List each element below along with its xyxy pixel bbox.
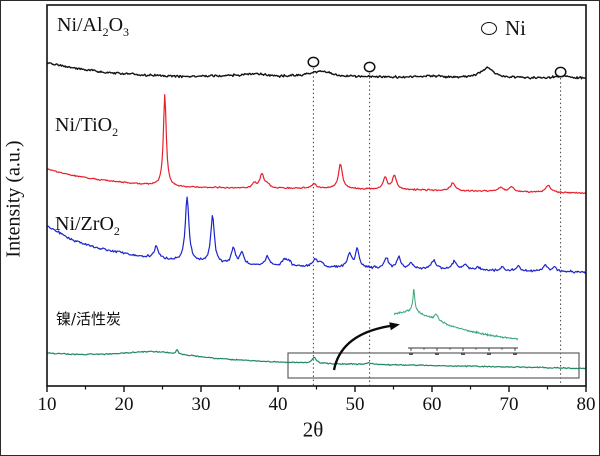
inset-tick-label — [487, 352, 491, 355]
xrd-curve-ni-tio2 — [46, 94, 587, 195]
inset-curve — [393, 288, 519, 341]
x-axis-title: 2θ — [302, 417, 324, 442]
x-tick-label: 50 — [346, 394, 365, 415]
inset-tick-label — [435, 352, 439, 355]
series-label-ni-tio2: Ni/TiO2 — [55, 114, 119, 139]
magnify-arrow — [332, 324, 391, 371]
x-tick-label: 10 — [38, 394, 57, 415]
x-tick-label: 80 — [577, 394, 596, 415]
ni-peak-marker-icon — [307, 56, 320, 68]
inset-tick-label — [461, 352, 465, 355]
x-tick-label: 60 — [423, 394, 442, 415]
x-tick-label: 20 — [115, 394, 134, 415]
inset-tick-label — [513, 352, 517, 355]
series-label-ni-activated-carbon: 镍/活性炭 — [56, 310, 122, 328]
inset-tick-label — [409, 352, 413, 355]
ni-peak-marker-icon — [363, 61, 376, 73]
x-tick-label: 30 — [192, 394, 211, 415]
ni-peak-marker-icon — [554, 66, 567, 78]
magnify-arrowhead-icon — [389, 322, 400, 331]
highlight-box — [287, 352, 580, 379]
legend-label: Ni — [505, 16, 526, 40]
ni-open-circle-icon — [481, 22, 497, 35]
x-tick-label: 40 — [269, 394, 288, 415]
legend: Ni — [481, 16, 526, 41]
xrd-curve-ni-zro2 — [47, 196, 587, 274]
xrd-curve-ni-activated-carbon — [46, 349, 587, 370]
xrd-curve-ni-al2o3 — [46, 62, 587, 80]
series-label-ni-zro2: Ni/ZrO2 — [55, 213, 120, 238]
x-tick-label: 70 — [500, 394, 519, 415]
series-label-ni-al2o3: Ni/Al2O3 — [57, 14, 130, 39]
y-axis-title: Intensity (a.u.) — [2, 140, 25, 258]
